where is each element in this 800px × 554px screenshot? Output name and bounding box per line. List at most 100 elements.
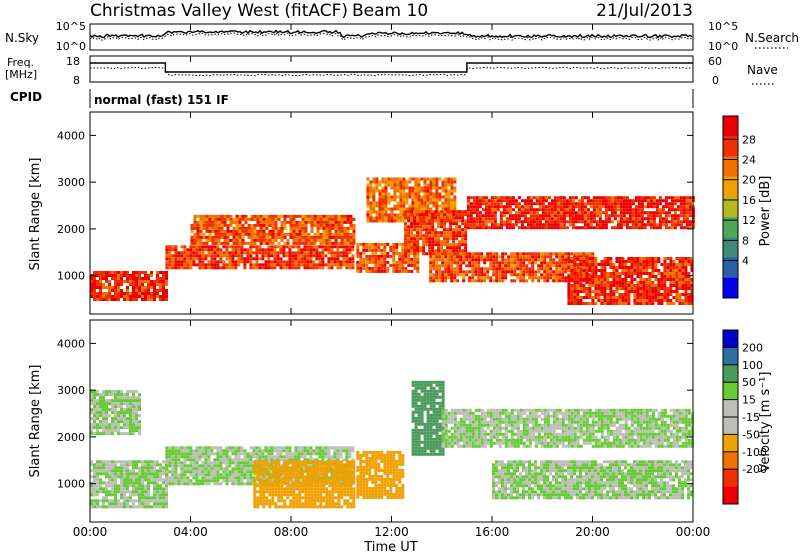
heatmap-cell (416, 219, 420, 223)
cpid-mode: normal (fast) 151 IF (94, 93, 229, 107)
heatmap-cell (315, 245, 319, 249)
heatmap-cell (643, 199, 647, 203)
heatmap-cell (346, 232, 350, 236)
heatmap-cell (435, 177, 439, 181)
heatmap-cell (174, 476, 178, 480)
heatmap-cell (294, 251, 298, 255)
heatmap-cell (333, 257, 337, 261)
heatmap-cell (585, 275, 589, 278)
heatmap-cell (669, 269, 673, 272)
heatmap-cell (337, 220, 341, 224)
heatmap-cell (615, 275, 619, 278)
heatmap-cell (180, 449, 184, 453)
heatmap-cell (217, 229, 221, 233)
heatmap-cell (219, 452, 223, 456)
heatmap-cell (243, 467, 247, 471)
heatmap-cell (105, 408, 108, 412)
heatmap-cell (558, 276, 562, 280)
heatmap-cell (183, 464, 187, 468)
heatmap-cell (453, 276, 457, 280)
heatmap-cell (102, 469, 105, 473)
heatmap-cell (264, 263, 268, 267)
heatmap-cell (147, 481, 150, 485)
heatmap-cell (318, 245, 322, 249)
heatmap-cell (404, 210, 408, 214)
heatmap-cell (108, 402, 111, 406)
heatmap-cell (138, 414, 141, 418)
heatmap-cell (429, 270, 433, 274)
heatmap-cell (547, 205, 551, 209)
heatmap-cell (183, 467, 187, 471)
heatmap-cell (165, 479, 169, 483)
heatmap-cell (455, 234, 459, 238)
heatmap-cell (132, 414, 135, 418)
heatmap-cell (443, 240, 447, 244)
heatmap-cell (392, 257, 396, 261)
heatmap-cell (675, 269, 679, 272)
heatmap-cell (346, 214, 350, 218)
heatmap-cell (195, 452, 199, 456)
heatmap-cell (274, 214, 278, 218)
heatmap-cell (90, 408, 93, 412)
heatmap-cell (413, 246, 417, 250)
heatmap-cell (147, 484, 150, 488)
heatmap-cell (147, 475, 150, 479)
heatmap-cell (438, 279, 442, 283)
heatmap-cell (687, 299, 691, 302)
heatmap-cell (598, 196, 602, 200)
heatmap-cell (432, 255, 436, 259)
heatmap-cell (432, 186, 436, 190)
heatmap-cell (393, 198, 397, 202)
heatmap-cell (165, 499, 168, 503)
heatmap-cell (150, 478, 153, 482)
heatmap-cell (171, 482, 175, 486)
heatmap-cell (464, 237, 468, 241)
heatmap-cell (624, 293, 628, 296)
heatmap-cell (570, 260, 574, 263)
heatmap-cell (90, 390, 93, 394)
heatmap-cell (399, 189, 403, 193)
heatmap-cell (685, 199, 689, 203)
heatmap-cell (294, 446, 298, 450)
heatmap-cell (598, 199, 602, 203)
heatmap-cell (642, 299, 646, 302)
heatmap-cell (405, 195, 409, 199)
heatmap-cell (679, 211, 683, 215)
heatmap-cell (525, 258, 529, 262)
heatmap-cell (359, 263, 363, 267)
heatmap-cell (517, 202, 521, 206)
heatmap-cell (153, 295, 156, 298)
heatmap-cell (425, 219, 429, 223)
heatmap-cell (475, 217, 479, 221)
heatmap-cell (429, 192, 433, 196)
heatmap-cell (120, 463, 123, 467)
heatmap-cell (446, 210, 450, 214)
heatmap-cell (265, 214, 269, 218)
heatmap-cell (383, 260, 387, 264)
heatmap-cell (129, 484, 132, 488)
heatmap-cell (685, 196, 689, 200)
heatmap-cell (319, 220, 323, 224)
heatmap-cell (244, 232, 248, 236)
heatmap-cell (493, 217, 497, 221)
heatmap-cell (276, 452, 280, 456)
heatmap-cell (404, 225, 408, 229)
heatmap-cell (276, 263, 280, 267)
heatmap-cell (183, 257, 187, 261)
heatmap-cell (496, 196, 500, 200)
heatmap-cell (144, 292, 147, 295)
heatmap-cell (440, 246, 444, 250)
heatmap-cell (538, 217, 542, 221)
heatmap-cell (90, 432, 93, 436)
heatmap-cell (577, 214, 581, 218)
heatmap-cell (90, 283, 93, 286)
heatmap-cell (675, 272, 679, 275)
heatmap-cell (120, 414, 123, 418)
heatmap-cell (597, 287, 601, 290)
heatmap-cell (646, 220, 650, 224)
heatmap-cell (529, 217, 533, 221)
heatmap-cell (369, 183, 373, 187)
heatmap-cell (466, 214, 470, 218)
heatmap-cell (583, 226, 587, 230)
heatmap-cell (589, 205, 593, 209)
